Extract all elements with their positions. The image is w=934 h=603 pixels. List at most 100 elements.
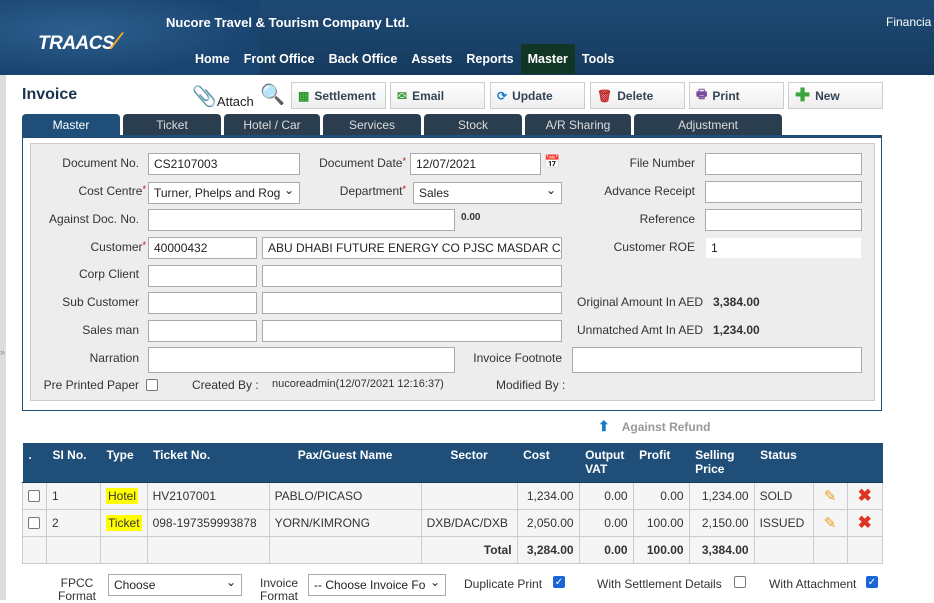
traacs-logo[interactable]: TRAACS⁄ bbox=[38, 28, 118, 55]
cost: 2,050.00 bbox=[516, 508, 580, 537]
refresh-icon: ⟳ bbox=[497, 88, 508, 103]
tab-ar-sharing[interactable]: A/R Sharing bbox=[525, 114, 631, 136]
search-icon[interactable]: 🔍 bbox=[260, 84, 285, 106]
type: Hotel bbox=[106, 487, 139, 504]
col-delete bbox=[847, 443, 883, 483]
col-sector: Sector bbox=[421, 443, 518, 483]
output-vat: 0.00 bbox=[578, 508, 634, 537]
edit-icon[interactable]: ✎ bbox=[812, 508, 848, 537]
tab-services[interactable]: Services bbox=[323, 114, 421, 136]
update-button[interactable]: ⟳ Update bbox=[490, 82, 585, 109]
invoice-footnote-label: Invoice Footnote bbox=[473, 351, 562, 365]
document-no-input[interactable]: CS2107003 bbox=[148, 153, 300, 175]
customer-name-input[interactable]: ABU DHABI FUTURE ENERGY CO PJSC MASDAR C… bbox=[262, 237, 562, 259]
duplicate-print-checkbox[interactable]: ✓ bbox=[553, 576, 565, 588]
unmatched-amt-value: 1,234.00 bbox=[713, 323, 760, 337]
with-settlement-checkbox[interactable] bbox=[734, 576, 746, 588]
table-row: 2 Ticket 098-197359993878 YORN/KIMRONG D… bbox=[22, 508, 884, 537]
invoice-footnote-textarea[interactable] bbox=[572, 347, 862, 373]
tab-ticket[interactable]: Ticket bbox=[123, 114, 221, 136]
sales-man-code-input[interactable] bbox=[148, 320, 257, 342]
duplicate-print-label: Duplicate Print bbox=[464, 577, 543, 591]
against-doc-no-label: Against Doc. No. bbox=[48, 212, 139, 226]
printer-icon: 🖶 bbox=[696, 87, 708, 101]
delete-button[interactable]: 🗑 Delete bbox=[590, 82, 685, 109]
customer-label: Customer* bbox=[90, 240, 146, 254]
cost-centre-select[interactable]: Turner, Phelps and Rog bbox=[148, 182, 300, 204]
department-select[interactable]: Sales bbox=[413, 182, 562, 204]
new-button[interactable]: ✚ New bbox=[788, 82, 883, 109]
created-by-label: Created By : bbox=[192, 378, 259, 392]
tab-stock[interactable]: Stock bbox=[424, 114, 522, 136]
nav-master[interactable]: Master bbox=[520, 44, 575, 74]
modified-by-label: Modified By : bbox=[496, 378, 566, 392]
refund-arrow-icon: ⬆ bbox=[598, 418, 610, 434]
sales-man-name-input[interactable] bbox=[262, 320, 562, 342]
with-attachment-label: With Attachment bbox=[769, 577, 857, 591]
ticket-no: 098-197359993878 bbox=[146, 508, 270, 537]
corp-client-label: Corp Client bbox=[78, 267, 139, 281]
advance-receipt-input[interactable] bbox=[705, 181, 862, 203]
selling-price: 1,234.00 bbox=[688, 481, 755, 510]
customer-roe-label: Customer ROE bbox=[613, 240, 695, 254]
tab-adjustment[interactable]: Adjustment bbox=[634, 114, 782, 136]
corp-client-code-input[interactable] bbox=[148, 265, 257, 287]
file-number-input[interactable] bbox=[705, 153, 862, 175]
sector bbox=[420, 481, 518, 510]
customer-roe-input[interactable]: 1 bbox=[705, 237, 862, 259]
tab-master[interactable]: Master bbox=[22, 114, 120, 136]
nav-assets[interactable]: Assets bbox=[411, 52, 453, 66]
delete-icon[interactable]: ✖ bbox=[846, 508, 884, 537]
calendar-icon[interactable]: 📅 bbox=[544, 154, 561, 169]
total-row: Total 3,284.00 0.00 100.00 3,384.00 bbox=[22, 535, 884, 564]
total-label: Total bbox=[420, 535, 518, 564]
original-amount-value: 3,384.00 bbox=[713, 295, 760, 309]
nav-home[interactable]: Home bbox=[195, 52, 230, 66]
reference-input[interactable] bbox=[705, 209, 862, 231]
settlement-button[interactable]: ▦ Settlement bbox=[291, 82, 386, 109]
edit-icon[interactable]: ✎ bbox=[812, 481, 848, 510]
row-checkbox[interactable] bbox=[28, 490, 40, 503]
table-row: 1 Hotel HV2107001 PABLO/PICASO 1,234.00 … bbox=[22, 481, 884, 510]
nav-front-office[interactable]: Front Office bbox=[243, 52, 315, 66]
against-refund-button[interactable]: ⬆ Against Refund bbox=[598, 418, 711, 434]
with-attachment-checkbox[interactable]: ✓ bbox=[866, 576, 878, 588]
unmatched-amt-label: Unmatched Amt In AED bbox=[577, 323, 704, 337]
fpcc-format-select[interactable]: Choose bbox=[108, 574, 242, 596]
sub-customer-name-input[interactable] bbox=[262, 292, 562, 314]
fpcc-format-label: FPCC Format bbox=[57, 576, 96, 603]
attach-button[interactable]: 📎 Attach bbox=[192, 86, 254, 109]
total-cost: 3,284.00 bbox=[516, 535, 580, 564]
email-button[interactable]: ✉ Email bbox=[390, 82, 485, 109]
nav-back-office[interactable]: Back Office bbox=[328, 52, 398, 66]
output-vat: 0.00 bbox=[578, 481, 634, 510]
against-doc-no-input[interactable] bbox=[148, 209, 455, 231]
tab-hotel-car[interactable]: Hotel / Car bbox=[224, 114, 320, 136]
file-number-label: File Number bbox=[629, 156, 695, 170]
nav-tools[interactable]: Tools bbox=[581, 52, 615, 66]
print-button[interactable]: 🖶 Print bbox=[689, 82, 784, 109]
col-selling-price: Selling Price bbox=[689, 443, 755, 483]
nav-reports[interactable]: Reports bbox=[466, 52, 514, 66]
col-pax-name: Pax/Guest Name bbox=[269, 443, 422, 483]
document-date-input[interactable]: 12/07/2021 bbox=[410, 153, 541, 175]
invoice-format-select[interactable]: -- Choose Invoice Fo bbox=[308, 574, 446, 596]
financial-year: Financia bbox=[886, 15, 932, 29]
sub-customer-code-input[interactable] bbox=[148, 292, 257, 314]
corp-client-name-input[interactable] bbox=[262, 265, 562, 287]
ticket-no: HV2107001 bbox=[146, 481, 270, 510]
col-edit bbox=[813, 443, 848, 483]
sub-customer-label: Sub Customer bbox=[62, 295, 139, 309]
pre-printed-paper-checkbox[interactable] bbox=[146, 379, 158, 391]
main-nav: Home Front Office Back Office Assets Rep… bbox=[188, 44, 621, 74]
profit: 0.00 bbox=[632, 481, 690, 510]
sidebar-toggle[interactable]: » bbox=[0, 75, 6, 600]
row-checkbox[interactable] bbox=[28, 517, 40, 530]
narration-textarea[interactable] bbox=[148, 347, 455, 373]
customer-code-input[interactable]: 40000432 bbox=[148, 237, 257, 259]
calculator-icon: ▦ bbox=[298, 88, 310, 103]
app-header bbox=[0, 0, 934, 75]
total-profit: 100.00 bbox=[632, 535, 690, 564]
col-type: Type bbox=[100, 443, 148, 483]
delete-icon[interactable]: ✖ bbox=[846, 481, 884, 510]
